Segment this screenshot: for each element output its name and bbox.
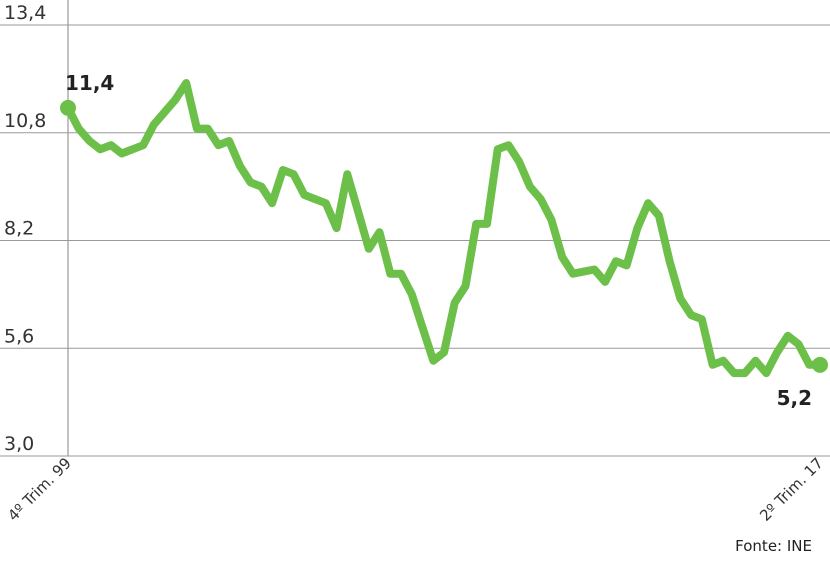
x-tick-label: 2º Trim. 17 <box>756 454 827 525</box>
y-tick-label: 13,4 <box>4 2 46 24</box>
series-line <box>64 79 824 378</box>
data-label: 11,4 <box>65 71 114 95</box>
y-tick-label: 3,0 <box>4 433 34 455</box>
y-tick-label: 8,2 <box>4 218 34 240</box>
x-axis-ticks: 4º Trim. 99 2º Trim. 17 <box>4 454 827 525</box>
x-tick-label: 4º Trim. 99 <box>4 454 75 525</box>
data-labels: 11,4 5,2 <box>65 71 812 410</box>
y-tick-label: 5,6 <box>4 325 34 347</box>
endpoint-marker <box>812 356 828 373</box>
gridlines <box>0 24 830 457</box>
data-label: 5,2 <box>777 386 812 410</box>
endpoint-marker <box>60 99 76 116</box>
y-tick-label: 10,8 <box>4 110 46 132</box>
series-group <box>60 79 828 378</box>
y-axis-ticks: 13,4 10,8 8,2 5,6 3,0 <box>4 2 46 455</box>
source-note: Fonte: INE <box>735 537 812 555</box>
